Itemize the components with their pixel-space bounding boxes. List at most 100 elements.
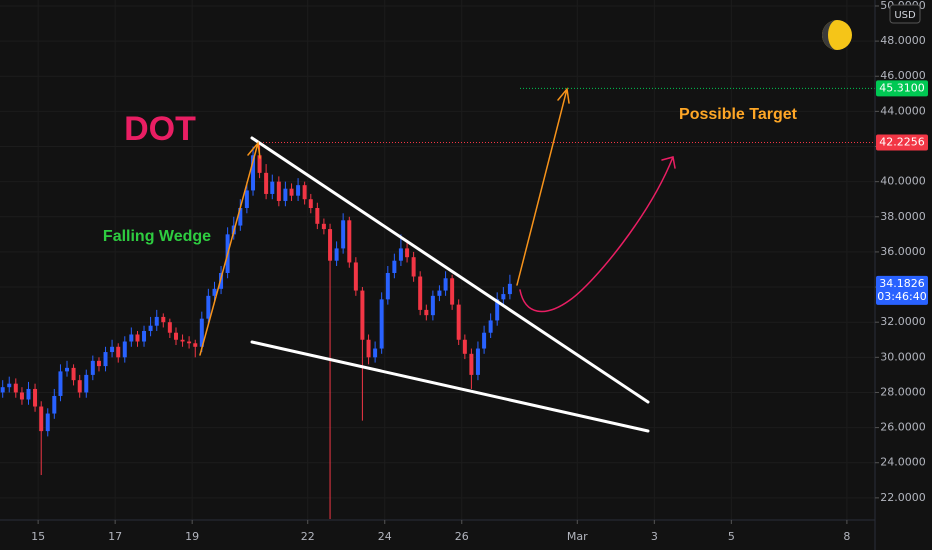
pattern-label: Falling Wedge (103, 228, 211, 245)
candle-body (129, 334, 134, 342)
candle-body (462, 339, 467, 354)
x-tick-label: 5 (728, 530, 735, 543)
candle-body (71, 367, 76, 381)
level-label: 45.3100 (879, 81, 925, 94)
candle-layer (0, 143, 512, 519)
candle-body (96, 360, 101, 367)
target-arrow (516, 87, 570, 286)
candle-body (482, 332, 487, 349)
candle-body (77, 380, 82, 393)
candle-body (302, 185, 307, 200)
candle-body (276, 181, 281, 201)
candle-body (366, 339, 371, 358)
candle-body (443, 278, 448, 291)
candle-body (65, 367, 70, 372)
candle-body (251, 155, 256, 191)
candle-body (7, 383, 12, 388)
candle-body (347, 220, 352, 263)
grid-layer (0, 0, 875, 520)
candle-body (199, 318, 204, 347)
candle-body (450, 278, 455, 305)
candle-body (142, 330, 147, 342)
x-tick-label: 17 (108, 530, 122, 543)
candle-body (392, 260, 397, 273)
x-tick-label: 24 (378, 530, 392, 543)
y-tick-label: 44.0000 (880, 104, 926, 117)
candle-body (148, 325, 153, 331)
candle-body (328, 229, 333, 261)
y-tick-label: 38.0000 (880, 210, 926, 223)
target-curve (519, 156, 676, 313)
currency: USD (894, 10, 916, 21)
candle-body (353, 262, 358, 291)
y-tick-label: 32.0000 (880, 315, 926, 328)
candle-body (437, 290, 442, 296)
candle-body (308, 199, 313, 208)
candle-body (219, 273, 224, 289)
candle-body (270, 181, 275, 194)
candle-body (283, 188, 288, 201)
candle-body (264, 172, 269, 194)
candle-body (501, 294, 506, 300)
candle-body (385, 273, 390, 300)
candle-body (116, 346, 121, 358)
candle-body (321, 223, 326, 230)
candle-body (488, 320, 493, 333)
candle-body (244, 190, 249, 208)
candle-body (26, 388, 31, 400)
candle-body (379, 299, 384, 349)
candle-body (238, 208, 243, 226)
candle-body (167, 322, 172, 333)
axis-layer: 22.0000 24.0000 26.0000 28.0000 30.0000 32.00… (31, 0, 928, 543)
y-tick-label: 30.0000 (880, 350, 926, 363)
symbol-title: DOT (124, 110, 196, 148)
x-tick-label: 3 (651, 530, 658, 543)
candle-body (135, 334, 140, 342)
candle-body (13, 383, 18, 393)
candle-body (33, 388, 38, 407)
countdown: 03:46:40 (877, 290, 926, 303)
candle-body (212, 288, 217, 296)
candle-body (45, 413, 50, 432)
y-tick-label: 28.0000 (880, 385, 926, 398)
candle-body (507, 283, 512, 295)
candle-body (418, 276, 423, 310)
x-tick-label: 8 (843, 530, 850, 543)
level-layer (260, 87, 875, 144)
y-tick-label: 48.0000 (880, 34, 926, 47)
candle-body (424, 309, 429, 316)
drawings (199, 87, 676, 433)
last-price-label: 34.1826 (879, 277, 925, 290)
orange-arrow (199, 141, 261, 356)
candle-body (161, 316, 166, 323)
candle-body (84, 374, 89, 393)
y-tick-label: 46.0000 (880, 69, 926, 82)
wedge-lower (250, 340, 650, 433)
candle-body (180, 339, 185, 342)
target-label: Possible Target (679, 106, 798, 123)
candle-body (122, 341, 127, 358)
moon (822, 20, 852, 50)
candle-body (495, 299, 500, 321)
candle-body (296, 185, 301, 196)
x-tick-label: Mar (567, 530, 588, 543)
candle-body (19, 392, 24, 400)
candle-body (39, 406, 44, 432)
candle-body (334, 248, 339, 261)
candle-body (154, 316, 159, 326)
moon-icon (822, 20, 852, 50)
y-tick-label: 40.0000 (880, 175, 926, 188)
y-tick-label: 22.0000 (880, 491, 926, 504)
candle-body (110, 346, 115, 353)
candle-body (398, 248, 403, 261)
candle-body (469, 353, 474, 375)
x-tick-label: 19 (185, 530, 199, 543)
candle-body (430, 295, 435, 316)
candle-body (206, 295, 211, 319)
candle-body (90, 360, 95, 375)
candle-body (58, 371, 63, 396)
level-tag (876, 134, 928, 151)
candle-body (456, 304, 461, 340)
